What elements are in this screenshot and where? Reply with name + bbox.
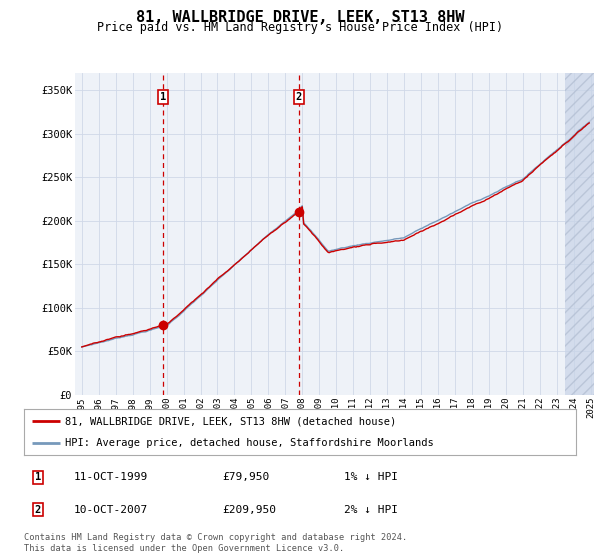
Text: 11-OCT-1999: 11-OCT-1999 <box>74 473 148 482</box>
Text: 81, WALLBRIDGE DRIVE, LEEK, ST13 8HW: 81, WALLBRIDGE DRIVE, LEEK, ST13 8HW <box>136 10 464 25</box>
Text: 2: 2 <box>35 505 41 515</box>
Text: 1: 1 <box>35 473 41 482</box>
Text: £209,950: £209,950 <box>223 505 277 515</box>
Text: 1: 1 <box>160 92 166 102</box>
Text: HPI: Average price, detached house, Staffordshire Moorlands: HPI: Average price, detached house, Staf… <box>65 438 434 448</box>
Text: 10-OCT-2007: 10-OCT-2007 <box>74 505 148 515</box>
Text: 1% ↓ HPI: 1% ↓ HPI <box>344 473 398 482</box>
Bar <box>565 73 594 395</box>
Text: 2% ↓ HPI: 2% ↓ HPI <box>344 505 398 515</box>
Text: Contains HM Land Registry data © Crown copyright and database right 2024.
This d: Contains HM Land Registry data © Crown c… <box>24 533 407 553</box>
Text: 2: 2 <box>296 92 302 102</box>
Text: Price paid vs. HM Land Registry's House Price Index (HPI): Price paid vs. HM Land Registry's House … <box>97 21 503 34</box>
Text: 81, WALLBRIDGE DRIVE, LEEK, ST13 8HW (detached house): 81, WALLBRIDGE DRIVE, LEEK, ST13 8HW (de… <box>65 416 397 426</box>
Text: £79,950: £79,950 <box>223 473 270 482</box>
